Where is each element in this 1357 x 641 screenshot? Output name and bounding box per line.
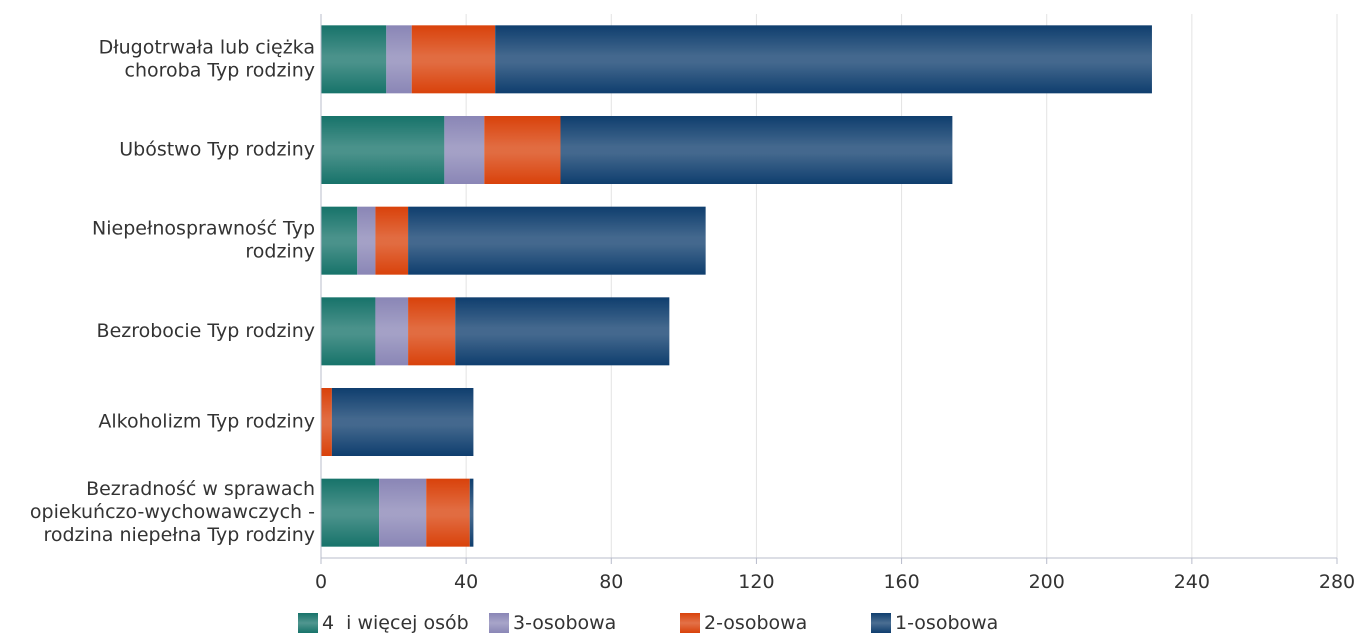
bar-highlight xyxy=(321,297,376,366)
legend-item-2-osobowa[interactable]: 2-osobowa xyxy=(680,612,807,634)
category-label: rodziny xyxy=(245,241,315,263)
bar-highlight xyxy=(455,297,670,366)
legend-label: 4 i więcej osób xyxy=(322,612,469,634)
bar-highlight xyxy=(321,116,445,184)
category-label: choroba Typ rodziny xyxy=(125,59,315,81)
gridlines xyxy=(465,14,1338,558)
x-tick-label: 280 xyxy=(1319,571,1355,593)
x-tick-label: 0 xyxy=(315,571,327,593)
legend-swatch xyxy=(680,613,700,633)
bar-highlight xyxy=(495,25,1152,94)
category-label: Bezrobocie Typ rodziny xyxy=(97,320,315,342)
x-tick-label: 200 xyxy=(1029,571,1065,593)
legend: 4 i więcej osób 3-osobowa 2-osobowa 1-os… xyxy=(0,612,1357,640)
bar-highlight xyxy=(408,206,706,275)
bar-highlight xyxy=(321,478,380,547)
legend-label: 1-osobowa xyxy=(895,612,999,634)
bar-highlight xyxy=(408,297,456,366)
legend-label: 2-osobowa xyxy=(704,612,808,634)
category-label: Alkoholizm Typ rodziny xyxy=(98,411,315,433)
bar-highlight xyxy=(331,388,474,456)
x-tick-label: 80 xyxy=(599,571,623,593)
category-label: Bezradność w sprawach xyxy=(86,478,315,500)
legend-swatch xyxy=(871,613,891,633)
x-tick-labels: 0 40 80 120 160 200 240 280 xyxy=(315,571,1355,593)
bar-highlight xyxy=(357,206,376,275)
legend-swatch xyxy=(298,613,318,633)
bar-highlight xyxy=(469,478,474,547)
x-tick-label: 120 xyxy=(738,571,774,593)
bar-highlight xyxy=(321,25,387,94)
bar-highlight xyxy=(411,25,496,94)
axes xyxy=(320,14,1338,564)
legend-item-1-osobowa[interactable]: 1-osobowa xyxy=(871,612,998,634)
bar-highlight xyxy=(375,206,409,275)
bar-highlight xyxy=(386,25,412,94)
bar-highlight xyxy=(321,206,358,275)
bar-highlight xyxy=(560,116,953,184)
legend-swatch xyxy=(489,613,509,633)
bars xyxy=(321,25,1152,547)
x-tick-label: 240 xyxy=(1174,571,1210,593)
x-tick-label: 40 xyxy=(454,571,478,593)
bar-highlight xyxy=(444,116,485,184)
category-label: rodzina niepełna Typ rodziny xyxy=(43,524,315,546)
legend-label: 3-osobowa xyxy=(513,612,617,634)
bar-highlight xyxy=(484,116,561,184)
legend-item-3-osobowa[interactable]: 3-osobowa xyxy=(489,612,616,634)
bar-highlight xyxy=(379,478,427,547)
legend-item-4-plus[interactable]: 4 i więcej osób xyxy=(298,612,469,634)
bar-highlight xyxy=(426,478,470,547)
bar-highlight xyxy=(321,388,332,456)
category-label: Długotrwała lub ciężka xyxy=(99,36,315,58)
category-label: opiekuńczo-wychowawczych - xyxy=(30,501,315,523)
x-tick-label: 160 xyxy=(883,571,919,593)
category-label: Ubóstwo Typ rodziny xyxy=(119,139,315,161)
category-label: Niepełnosprawność Typ xyxy=(92,218,315,240)
bar-highlight xyxy=(375,297,409,366)
